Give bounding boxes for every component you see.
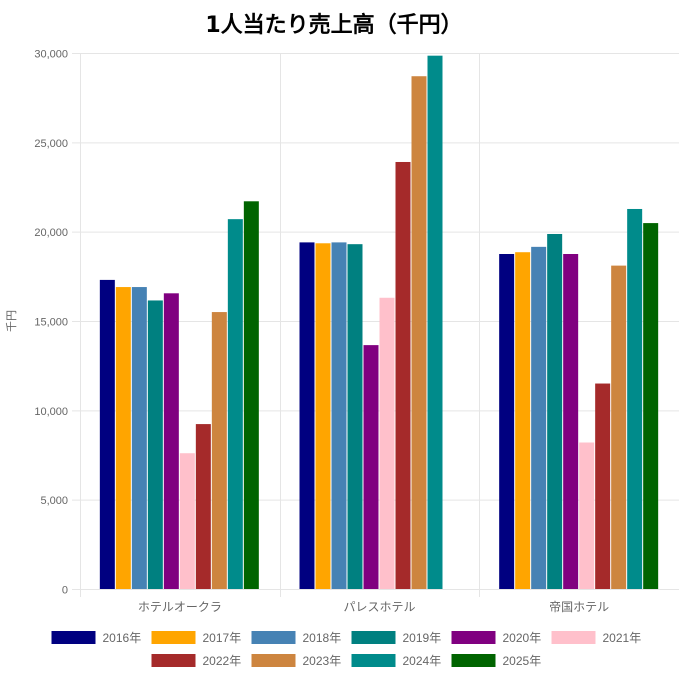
legend-swatch	[151, 631, 196, 644]
bar-2018年-帝国ホテル	[531, 246, 547, 589]
bar-2020年-ホテルオークラ	[163, 293, 179, 589]
legend-swatch	[451, 631, 496, 644]
bar-2018年-パレスホテル	[331, 242, 347, 590]
bar-2022年-ホテルオークラ	[195, 424, 211, 589]
legend-swatch	[451, 654, 496, 667]
bar-2025年-ホテルオークラ	[243, 201, 259, 589]
legend-label: 2017年	[203, 631, 242, 645]
bar-2020年-帝国ホテル	[563, 254, 579, 589]
bar-2023年-ホテルオークラ	[211, 312, 227, 589]
bar-2019年-帝国ホテル	[547, 233, 563, 590]
bar-2016年-帝国ホテル	[499, 254, 515, 589]
bar-2022年-帝国ホテル	[595, 383, 611, 589]
bar-2024年-パレスホテル	[427, 55, 443, 590]
bar-2024年-ホテルオークラ	[227, 219, 243, 589]
bar-2020年-パレスホテル	[363, 345, 379, 589]
y-tick-label: 5,000	[40, 495, 68, 507]
legend-label: 2020年	[503, 631, 542, 645]
y-tick-label: 15,000	[34, 317, 68, 329]
bar-2025年-帝国ホテル	[643, 223, 659, 589]
bar-2021年-パレスホテル	[379, 297, 395, 589]
bar-2018年-ホテルオークラ	[131, 287, 147, 589]
x-tick-label: 帝国ホテル	[549, 599, 609, 614]
bar-2021年-ホテルオークラ	[179, 453, 195, 589]
legend-label: 2025年	[503, 654, 542, 668]
bar-2017年-ホテルオークラ	[115, 287, 131, 589]
legend-label: 2019年	[403, 631, 442, 645]
legend-swatch	[351, 631, 396, 644]
legend-swatch	[351, 654, 396, 667]
bar-2023年-パレスホテル	[411, 76, 427, 589]
y-tick-label: 0	[62, 585, 68, 597]
bar-2017年-帝国ホテル	[515, 252, 531, 590]
x-tick-label: ホテルオークラ	[138, 600, 222, 614]
y-tick-label: 10,000	[34, 406, 68, 418]
x-tick-label: パレスホテル	[343, 600, 415, 614]
legend-swatch	[551, 631, 596, 644]
legend-swatch	[251, 631, 296, 644]
chart-title: 1人当たり売上高（千円）	[205, 12, 462, 38]
legend-label: 2016年	[103, 631, 142, 645]
y-tick-label: 30,000	[34, 49, 68, 61]
y-axis-label: 千円	[5, 310, 18, 332]
bar-2017年-パレスホテル	[315, 243, 331, 589]
legend-label: 2024年	[403, 654, 442, 668]
bar-2022年-パレスホテル	[395, 161, 411, 589]
legend-swatch	[151, 654, 196, 667]
legend-swatch	[51, 631, 96, 644]
bar-2016年-パレスホテル	[299, 242, 315, 590]
bar-2016年-ホテルオークラ	[99, 279, 115, 589]
y-tick-label: 25,000	[34, 138, 68, 150]
legend-label: 2021年	[603, 631, 642, 645]
bar-2021年-帝国ホテル	[579, 442, 595, 589]
legend-swatch	[251, 654, 296, 667]
bar-2023年-帝国ホテル	[611, 265, 627, 589]
bar-2024年-帝国ホテル	[627, 208, 643, 589]
y-tick-label: 20,000	[34, 227, 68, 239]
legend-label: 2022年	[203, 654, 242, 668]
legend-label: 2018年	[303, 631, 342, 645]
bar-2019年-ホテルオークラ	[147, 300, 163, 589]
bar-2019年-パレスホテル	[347, 244, 363, 589]
legend-label: 2023年	[303, 654, 342, 668]
